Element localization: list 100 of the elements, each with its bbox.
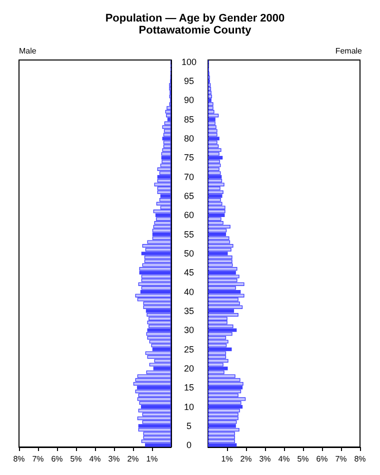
bar [208, 302, 240, 306]
bar [208, 328, 237, 332]
y-tick-label: 50 [184, 248, 194, 258]
bar [166, 114, 171, 118]
bar [208, 259, 232, 263]
bar [208, 355, 226, 359]
bar [208, 416, 238, 420]
bar [156, 202, 171, 206]
bar [208, 232, 226, 236]
y-tick-label: 90 [184, 95, 194, 106]
bar [208, 439, 235, 444]
bar [208, 190, 224, 194]
x-tick-label: 2% [127, 454, 139, 464]
bar [208, 213, 225, 217]
bar [144, 443, 171, 447]
bar [137, 416, 171, 420]
bar [162, 148, 171, 152]
x-tick-label: 2% [240, 454, 252, 464]
bar [145, 248, 171, 252]
y-tick-label: 60 [184, 210, 194, 220]
bar [208, 102, 214, 106]
bar [157, 167, 171, 172]
bar [208, 136, 220, 140]
bar [160, 164, 171, 168]
bar [208, 428, 240, 432]
bar [139, 270, 171, 274]
y-tick-label: 25 [184, 344, 194, 354]
x-tick-label: 4% [89, 454, 101, 464]
bar [138, 428, 171, 432]
bar [152, 228, 171, 232]
y-tick-label: 40 [184, 286, 194, 297]
bar [155, 213, 171, 217]
y-tick-label: 70 [184, 172, 194, 182]
bar [208, 236, 230, 240]
bar [141, 439, 171, 444]
y-tick-label: 100 [181, 56, 197, 67]
bar [208, 171, 221, 175]
bar [208, 382, 244, 386]
bar [208, 366, 228, 370]
bar [208, 378, 240, 382]
bar [208, 178, 222, 182]
bar [153, 210, 171, 214]
bar [148, 316, 171, 320]
bar [208, 125, 216, 129]
x-tick-label: 1% [221, 454, 233, 464]
bar [159, 171, 171, 175]
bar [208, 347, 232, 352]
y-tick-label: 85 [184, 114, 194, 124]
y-tick-label: 80 [184, 134, 194, 144]
y-tick-label: 45 [184, 268, 194, 278]
bar [208, 244, 234, 248]
bar [208, 436, 235, 440]
bar [208, 206, 226, 210]
bar [142, 244, 171, 248]
bar [137, 374, 171, 378]
bar [141, 278, 171, 282]
bar [164, 129, 171, 133]
bar [208, 248, 232, 252]
y-tick-label: 75 [184, 152, 194, 163]
bar [208, 274, 240, 278]
bar [208, 443, 237, 447]
bar [163, 140, 171, 144]
bar [208, 167, 220, 172]
bar [208, 358, 228, 363]
y-tick-label: 10 [184, 402, 194, 412]
bar [144, 256, 171, 260]
y-tick-label: 35 [184, 306, 194, 316]
bar [163, 132, 171, 137]
x-tick-label: 7% [335, 454, 347, 464]
bar [147, 320, 171, 324]
x-tick-label: 6% [51, 454, 63, 464]
bar [167, 118, 171, 122]
bar [137, 298, 171, 302]
y-tick-label: 30 [184, 325, 194, 336]
bar [149, 340, 171, 344]
bar [147, 355, 171, 359]
bar [208, 282, 244, 286]
bar [208, 164, 221, 168]
bar [159, 198, 171, 202]
text: Population — Age by Gender 2000 [105, 12, 285, 24]
bar [147, 336, 171, 340]
x-tick-label: 1% [146, 454, 158, 464]
bar [208, 270, 236, 274]
bar [208, 386, 243, 390]
bar [143, 305, 171, 309]
bar [208, 401, 242, 405]
bar [141, 274, 171, 278]
bar [157, 186, 171, 190]
bar [139, 401, 171, 405]
bar [160, 194, 171, 198]
bar [208, 186, 220, 190]
bar [208, 160, 220, 164]
bar [208, 240, 230, 244]
bar [135, 390, 171, 394]
bar [163, 144, 171, 148]
bar [208, 140, 218, 144]
bar [140, 404, 171, 409]
bar [154, 182, 171, 186]
bar [208, 267, 238, 271]
y-tick-label: 55 [184, 229, 194, 240]
